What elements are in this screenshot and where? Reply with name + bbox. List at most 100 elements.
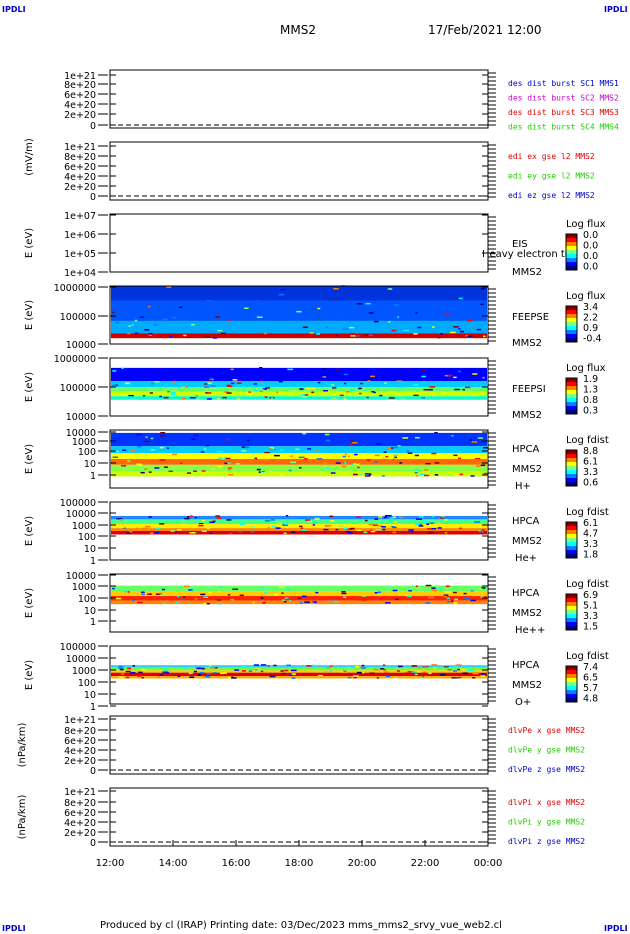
colorbar-tick: 1.8 [583,550,598,561]
spectrogram-speckle [194,516,198,519]
spectrogram-speckle [335,462,341,464]
spectrogram-speckle [401,585,405,587]
spectrogram-speckle [372,668,379,671]
y-tick-label: 100 [78,532,96,543]
spectrogram-speckle [374,454,380,457]
colorbar-cell [566,594,577,599]
panel-label: MMS2 [512,536,542,547]
spectrogram-speckle [378,516,383,518]
y-tick-label: 1 [90,556,96,567]
spectrogram-speckle [251,666,254,668]
spectrogram-speckle [204,676,211,678]
spectrogram-speckle [156,527,161,530]
spectrogram-speckle [269,675,276,678]
y-tick-label: 10000 [66,571,96,582]
spectrogram-speckle [127,591,130,593]
spectrogram-speckle [364,379,368,381]
spectrogram-speckle [385,514,392,517]
spectrogram-speckle [137,675,142,677]
spectrogram-speckle [206,672,212,675]
spectrogram-speckle [295,448,300,451]
spectrogram-speckle [427,388,433,391]
spectrogram-speckle [256,669,261,672]
colorbar-tick: 1.5 [583,622,598,633]
spectrogram-speckle [370,668,375,671]
spectrogram-speckle [175,601,179,604]
spectrogram-speckle [325,439,331,442]
spectrogram-speckle [393,454,399,457]
spectrogram-speckle [304,601,310,603]
legend-entry: dlvPi y gse MMS2 [508,818,585,827]
spectrogram-speckle [342,465,347,468]
spectrogram-speckle [428,672,432,675]
spectrogram-speckle [216,450,223,453]
spectrogram-speckle [406,595,412,598]
colorbar-cell [566,382,577,387]
spectrogram-speckle [145,454,148,456]
y-tick-label: 100000 [60,498,96,509]
spectrogram-speckle [223,391,230,393]
spectrogram-speckle [302,326,308,329]
spectrogram-speckle [253,664,260,666]
spectrogram-speckle [241,665,246,668]
spectrogram-speckle [241,446,247,448]
spectrogram-speckle [216,599,222,602]
spectrogram-speckle [359,473,364,476]
spectrogram-speckle [301,529,307,531]
spectrogram-speckle [116,518,123,520]
spectrogram-speckle [141,527,147,530]
spectrogram-speckle [350,439,353,441]
spectrogram-speckle [119,518,124,521]
spectrogram-band [111,667,487,671]
panel-background [110,70,488,128]
y-axis-label: (nPa/km) [17,723,28,768]
spectrogram-speckle [171,316,176,319]
spectrogram-speckle [483,472,488,475]
spectrogram-speckle [333,288,339,290]
spectrogram-speckle [462,388,465,391]
spectrogram-speckle [112,311,115,314]
spectrogram-speckle [226,519,232,521]
spectrogram-speckle [180,598,186,601]
spectrogram-speckle [208,379,213,382]
spectrogram-speckle [316,458,323,460]
spectrogram-speckle [163,670,169,672]
spectrogram-speckle [262,602,267,604]
panel-background [110,788,488,846]
y-tick-label: 10 [84,544,96,555]
spectrogram-speckle [353,473,358,476]
spectrogram-speckle [254,457,258,460]
spectrogram-speckle [411,671,417,673]
spectrogram-speckle [439,674,446,676]
spectrogram-speckle [333,600,339,603]
spectrogram-speckle [341,592,347,595]
spectrogram-speckle [260,597,264,599]
spectrogram-speckle [199,522,204,525]
spectrogram-speckle [314,518,320,520]
panel-frame [109,429,489,489]
spectrogram-speckle [330,664,334,667]
spectrogram-speckle [250,525,255,528]
spectrogram-speckle [330,384,335,386]
spectrogram-speckle [411,665,418,667]
spectrogram-speckle [286,664,292,667]
spectrogram-speckle [167,390,170,393]
spectrogram-speckle [423,671,426,674]
spectrogram-speckle [392,526,397,529]
panel-label: He++ [515,625,545,636]
colorbar-cell [566,326,577,331]
spectrogram-speckle [417,666,422,669]
spectrogram-speckle [201,520,205,522]
colorbar-tick: 7.4 [583,662,598,673]
spectrogram-speckle [280,670,284,672]
spectrogram-speckle [421,375,427,378]
spectrogram-speckle [183,334,187,337]
spectrogram-speckle [196,398,201,400]
spectrogram-speckle [302,432,307,435]
spectrogram-speckle [467,396,471,398]
spectrogram-speckle [380,668,385,670]
spectrogram-speckle [198,524,204,527]
spectrogram-speckle [382,528,386,531]
spectrogram-speckle [357,466,360,469]
panel-label: HPCA [512,516,540,527]
